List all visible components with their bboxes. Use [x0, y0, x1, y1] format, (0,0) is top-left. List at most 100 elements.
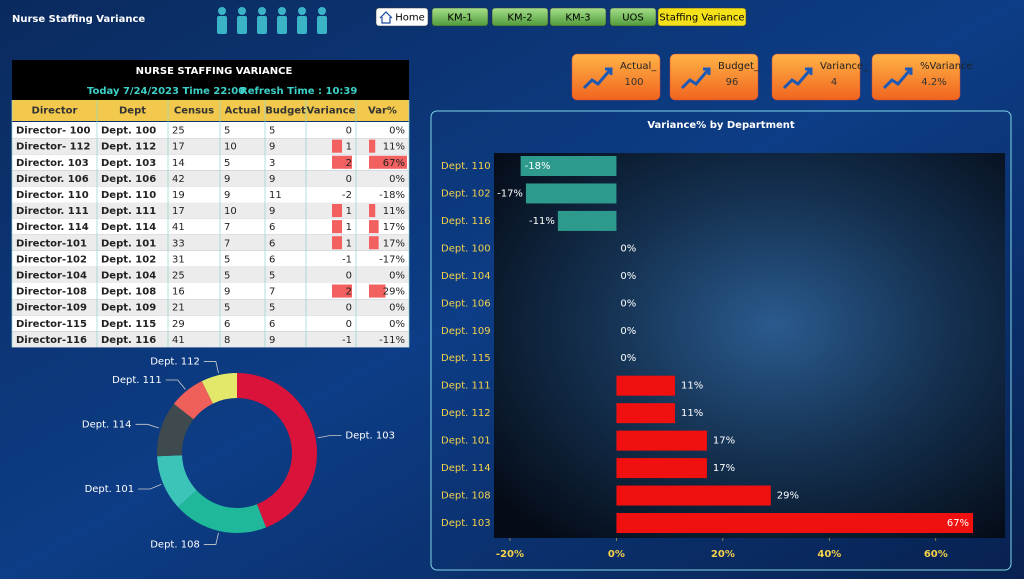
varpct-data-bar [369, 284, 386, 298]
nav-label[interactable]: KM-3 [565, 13, 590, 24]
donut-slice [157, 455, 197, 508]
data-label: 0% [620, 298, 636, 309]
leader-line [138, 484, 162, 490]
bar [616, 513, 974, 533]
data-label: 0% [620, 243, 636, 254]
table-cell: 21 [172, 303, 185, 314]
table-cell: Director-109 [16, 303, 87, 314]
table-row [12, 266, 409, 283]
table-cell: 1 [346, 238, 352, 249]
y-tick-label: Dept. 109 [441, 326, 491, 337]
table-cell: Director-102 [16, 254, 87, 265]
nav-label[interactable]: KM-2 [507, 13, 532, 24]
table-cell: Director. 110 [16, 190, 89, 201]
data-label: -17% [497, 188, 523, 199]
table-cell: 7 [269, 287, 275, 298]
table-cell: 5 [224, 126, 230, 137]
variance-data-bar [332, 204, 342, 218]
variance-data-bar [332, 220, 342, 234]
table-cell: 67% [383, 158, 405, 169]
table-cell: Dept. 104 [101, 270, 156, 281]
leader-line [317, 435, 342, 439]
donut-slice [237, 373, 317, 528]
table-cell: Dept. 106 [101, 174, 156, 185]
kpi-label: Actual_ [620, 61, 657, 72]
donut-slice [178, 490, 267, 533]
bar [616, 430, 707, 451]
table-cell: 0 [346, 270, 352, 281]
table-cell: Director- 100 [16, 126, 91, 137]
table-cell: 5 [269, 126, 275, 137]
table-cell: 3 [269, 158, 275, 169]
table-cell: 0% [389, 126, 405, 137]
donut-slice [201, 373, 237, 404]
table-cell: -1 [342, 254, 352, 265]
table-cell: 9 [224, 174, 230, 185]
table-cell: 29% [383, 287, 405, 298]
x-tick-label: 20% [711, 549, 735, 560]
table-header-cell: Budget [265, 106, 306, 117]
x-tick-label: 0% [608, 549, 625, 560]
table-cell: 14 [172, 158, 185, 169]
bar [616, 403, 675, 424]
nav-label[interactable]: KM-1 [447, 13, 472, 24]
y-tick-label: Dept. 115 [441, 353, 491, 364]
table-cell: 42 [172, 174, 185, 185]
table-row [12, 283, 409, 300]
nav-label[interactable]: UOS [622, 13, 644, 24]
nav-button[interactable] [431, 7, 489, 27]
table-row [12, 218, 409, 235]
table-header-cell: Variance [307, 106, 356, 117]
table-cell: Director-108 [16, 287, 87, 298]
y-tick-label: Dept. 104 [441, 271, 491, 282]
nav-button[interactable] [609, 7, 657, 27]
kpi-icon [782, 67, 813, 90]
table-cell: Dept. 114 [101, 222, 156, 233]
nav-button[interactable] [657, 7, 747, 27]
bar [525, 183, 617, 204]
kpi-card [871, 53, 961, 101]
kpi-label: Budget_ [718, 61, 760, 72]
kpi-label: %Variance [920, 61, 973, 72]
table-cell: 5 [224, 158, 230, 169]
data-label: 17% [713, 463, 735, 474]
nav-button[interactable] [375, 7, 429, 27]
nav-button[interactable] [549, 7, 607, 27]
table-row [12, 122, 409, 139]
varpct-data-bar [369, 236, 379, 250]
table-cell: 6 [269, 254, 275, 265]
table-cell: 2 [346, 158, 352, 169]
nav-label[interactable]: Home [395, 13, 425, 24]
kpi-card [571, 53, 661, 101]
data-label: 11% [681, 408, 703, 419]
table-title-band [12, 60, 409, 100]
kpi-value: 96 [726, 77, 739, 88]
table-cell: 9 [269, 206, 275, 217]
table-row [12, 138, 409, 155]
table-cell: 5 [224, 303, 230, 314]
nav-label[interactable]: Staffing Variance [659, 13, 744, 24]
table-cell: Dept. 111 [101, 206, 156, 217]
y-tick-label: Dept. 116 [441, 216, 491, 227]
leader-line [135, 423, 160, 429]
page-title: Nurse Staffing Variance [12, 14, 145, 25]
y-tick-label: Dept. 102 [441, 188, 491, 199]
table-cell: -11% [379, 335, 405, 346]
bar [520, 156, 617, 176]
table-cell: 1 [346, 142, 352, 153]
table-cell: 9 [269, 142, 275, 153]
table-cell: 9 [224, 287, 230, 298]
table-cell: 5 [224, 254, 230, 265]
data-label: 0% [620, 326, 636, 337]
nav-button[interactable] [491, 7, 549, 27]
table-header-cell: Dept [119, 106, 146, 117]
donut-label: Dept. 114 [82, 419, 132, 430]
x-tick-label: 60% [924, 549, 948, 560]
y-tick-label: Dept. 101 [441, 436, 491, 447]
table-cell: 0 [346, 126, 352, 137]
kpi-value: 100 [624, 77, 643, 88]
table-cell: 41 [172, 222, 185, 233]
home-icon [379, 11, 393, 24]
table-cell: 2 [346, 287, 352, 298]
table-cell: Dept. 101 [101, 238, 156, 249]
